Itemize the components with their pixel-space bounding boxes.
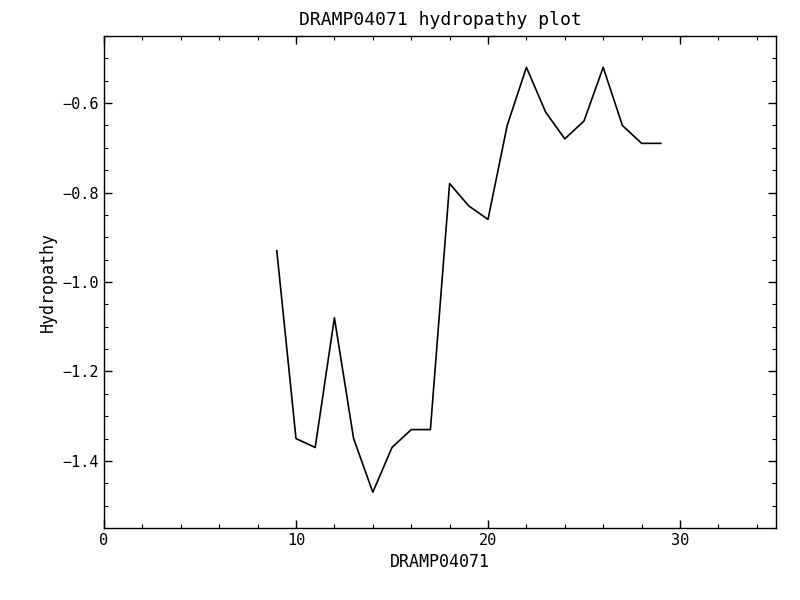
Title: DRAMP04071 hydropathy plot: DRAMP04071 hydropathy plot [298, 11, 582, 29]
Y-axis label: Hydropathy: Hydropathy [39, 232, 57, 332]
X-axis label: DRAMP04071: DRAMP04071 [390, 553, 490, 571]
